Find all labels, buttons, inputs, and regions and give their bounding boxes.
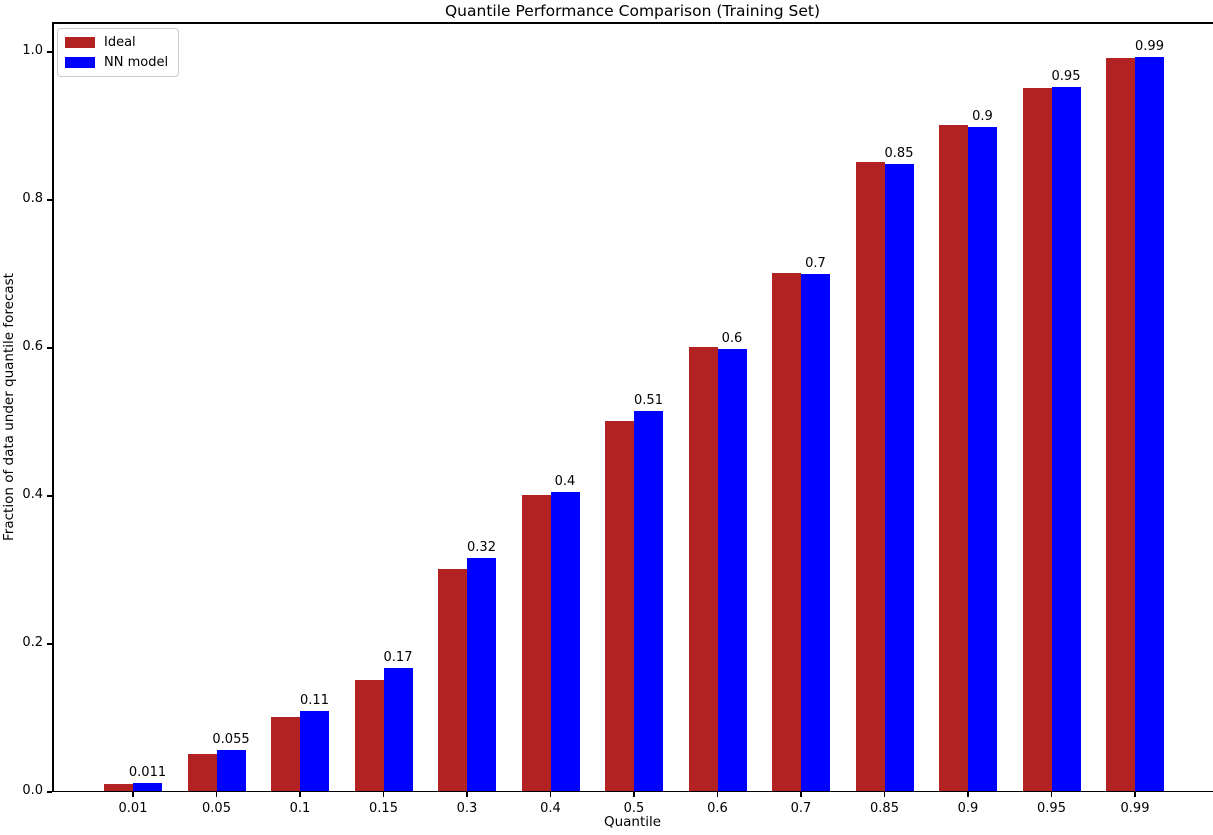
legend-label-nn-model: NN model bbox=[104, 55, 169, 70]
x-tick-mark bbox=[1134, 792, 1136, 797]
bar-value-label: 0.95 bbox=[1051, 69, 1081, 85]
bar-nn-model bbox=[1135, 56, 1164, 791]
bar-nn-model bbox=[634, 410, 663, 791]
bar-nn-model bbox=[717, 349, 747, 791]
x-tick-label: 0.99 bbox=[1120, 801, 1150, 816]
y-tick-mark bbox=[47, 791, 52, 793]
bar-value-label: 0.055 bbox=[212, 732, 250, 748]
bar-value-label: 0.51 bbox=[634, 392, 663, 408]
x-tick-label: 0.9 bbox=[957, 801, 979, 816]
bar-value-label: 0.85 bbox=[884, 146, 914, 162]
bar-ideal bbox=[1106, 58, 1135, 791]
left-spine bbox=[52, 22, 54, 792]
x-tick-label: 0.01 bbox=[118, 801, 148, 816]
chart-title: Quantile Performance Comparison (Trainin… bbox=[444, 2, 820, 20]
bar-value-label: 0.11 bbox=[300, 693, 329, 709]
bar-ideal bbox=[271, 717, 300, 791]
x-tick-mark bbox=[382, 792, 385, 797]
y-tick-mark bbox=[47, 347, 52, 349]
bar-ideal bbox=[104, 783, 133, 791]
bar-value-label: 0.011 bbox=[128, 764, 167, 780]
y-tick-label: 1.0 bbox=[22, 43, 43, 58]
bar-nn-model bbox=[550, 492, 580, 791]
x-tick-label: 0.05 bbox=[202, 801, 231, 816]
y-tick-mark bbox=[47, 199, 52, 201]
bar-nn-model bbox=[300, 711, 329, 791]
bar-ideal bbox=[855, 162, 885, 791]
bar-value-label: 0.32 bbox=[467, 539, 496, 555]
bar-ideal bbox=[438, 569, 467, 791]
bar-nn-model bbox=[1051, 87, 1081, 791]
y-tick-mark bbox=[47, 643, 52, 645]
bar-ideal bbox=[688, 347, 718, 791]
x-tick-label: 0.95 bbox=[1037, 801, 1066, 816]
bar-ideal bbox=[939, 125, 968, 791]
x-tick-label: 0.7 bbox=[790, 801, 812, 816]
y-tick-label: 0.6 bbox=[22, 339, 43, 354]
bar-value-label: 0.7 bbox=[805, 255, 826, 271]
y-tick-label: 0.0 bbox=[22, 783, 43, 798]
bar-ideal bbox=[354, 680, 384, 791]
x-tick-mark bbox=[1050, 792, 1053, 797]
x-tick-mark bbox=[800, 792, 802, 797]
x-tick-mark bbox=[215, 792, 218, 797]
y-tick-label: 0.8 bbox=[22, 191, 43, 206]
x-tick-mark bbox=[549, 792, 552, 797]
bar-value-label: 0.6 bbox=[721, 331, 743, 347]
y-tick-label: 0.2 bbox=[22, 635, 43, 650]
y-tick-mark bbox=[47, 495, 52, 497]
bar-ideal bbox=[1022, 88, 1052, 791]
bar-value-label: 0.99 bbox=[1135, 38, 1164, 54]
bar-nn-model bbox=[383, 668, 413, 791]
bar-ideal bbox=[187, 754, 217, 791]
bar-nn-model bbox=[133, 782, 162, 791]
legend-label-ideal: Ideal bbox=[104, 35, 136, 50]
bar-ideal bbox=[772, 273, 801, 791]
legend-item-nn-model: NN model bbox=[65, 55, 168, 70]
x-axis-line bbox=[52, 790, 1213, 792]
y-tick-label: 0.4 bbox=[22, 487, 43, 502]
bar-nn-model bbox=[216, 750, 246, 791]
bar-ideal bbox=[605, 421, 634, 791]
x-tick-mark bbox=[967, 792, 969, 797]
x-tick-label: 0.3 bbox=[456, 801, 478, 816]
x-tick-mark bbox=[299, 792, 301, 797]
bar-value-label: 0.4 bbox=[554, 474, 576, 490]
x-tick-mark bbox=[633, 792, 635, 797]
x-tick-label: 0.6 bbox=[707, 801, 728, 816]
legend-item-ideal: Ideal bbox=[65, 35, 168, 50]
bar-nn-model bbox=[968, 127, 997, 791]
x-tick-mark bbox=[883, 792, 886, 797]
bar-value-label: 0.9 bbox=[972, 109, 993, 125]
bar-nn-model bbox=[801, 273, 830, 791]
y-tick-mark bbox=[47, 51, 52, 53]
x-tick-mark bbox=[466, 792, 468, 797]
x-tick-label: 0.85 bbox=[870, 801, 899, 816]
top-spine bbox=[52, 22, 1213, 24]
legend: Ideal NN model bbox=[57, 28, 180, 77]
plot-area: Ideal NN model 0.011 0.055 0.11 0.17 0.32 0.4… bbox=[22, 22, 1213, 816]
x-tick-mark bbox=[716, 792, 719, 797]
bar-nn-model bbox=[467, 557, 496, 791]
x-tick-label: 0.4 bbox=[540, 801, 561, 816]
x-axis-label: Quantile bbox=[603, 814, 662, 830]
x-tick-mark bbox=[132, 792, 134, 797]
bar-ideal bbox=[521, 495, 551, 791]
x-tick-label: 0.5 bbox=[623, 801, 645, 816]
legend-swatch-ideal bbox=[65, 37, 95, 48]
bar-value-label: 0.17 bbox=[383, 650, 413, 666]
legend-swatch-nn-model bbox=[65, 57, 95, 68]
x-tick-label: 0.15 bbox=[369, 801, 398, 816]
bar-nn-model bbox=[884, 164, 914, 791]
x-tick-label: 0.1 bbox=[289, 801, 311, 816]
